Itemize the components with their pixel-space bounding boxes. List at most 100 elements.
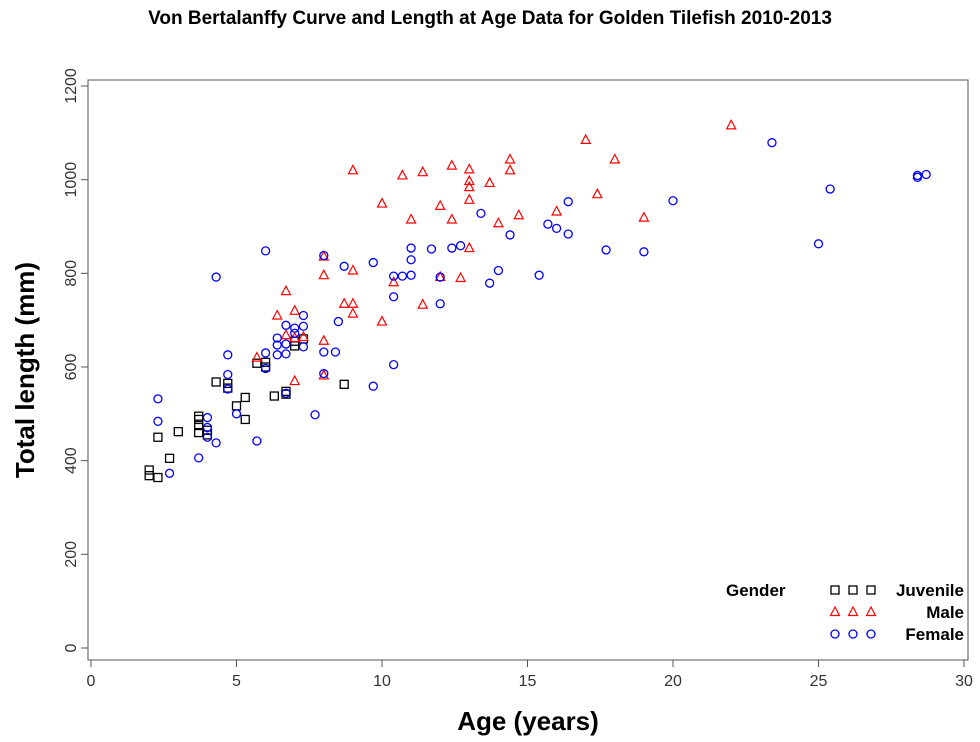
- point: [376, 315, 388, 326]
- legend-label: Male: [926, 603, 964, 622]
- point: [260, 246, 271, 256]
- point: [580, 133, 592, 144]
- point: [289, 304, 301, 315]
- point: [164, 453, 175, 463]
- point: [406, 243, 416, 253]
- legend-marker: [848, 585, 858, 595]
- point: [396, 169, 408, 180]
- point: [455, 271, 467, 283]
- point: [534, 270, 544, 280]
- point: [825, 184, 835, 194]
- point: [202, 412, 213, 423]
- point: [260, 348, 271, 358]
- point: [505, 230, 515, 240]
- y-axis-label: Total length (mm): [10, 262, 40, 478]
- point: [455, 241, 466, 251]
- point: [476, 208, 486, 219]
- x-tick-label: 5: [232, 673, 241, 690]
- point: [153, 394, 163, 404]
- point: [290, 323, 300, 333]
- y-tick-label: 800: [63, 260, 80, 287]
- point: [318, 268, 330, 280]
- legend-marker: [865, 605, 877, 617]
- point: [194, 420, 204, 431]
- point: [725, 119, 737, 130]
- point: [435, 299, 445, 309]
- x-tick-label: 15: [519, 673, 537, 690]
- point: [368, 257, 378, 268]
- point: [240, 392, 250, 403]
- point: [202, 432, 213, 442]
- point: [463, 241, 475, 253]
- point: [330, 347, 341, 357]
- y-tick-label: 1000: [63, 162, 80, 198]
- point: [551, 205, 563, 216]
- point: [194, 411, 204, 421]
- legend-marker: [847, 605, 859, 617]
- point: [639, 247, 649, 257]
- x-tick-label: 25: [810, 673, 828, 690]
- point: [211, 438, 221, 448]
- legend-marker: [829, 605, 841, 617]
- point: [260, 363, 271, 374]
- point: [211, 377, 221, 387]
- point: [251, 351, 263, 362]
- x-tick-label: 0: [87, 673, 96, 690]
- point: [223, 369, 233, 380]
- point: [223, 384, 233, 394]
- y-tick-label: 1200: [63, 68, 80, 104]
- chart-title: Von Bertalanffy Curve and Length at Age …: [148, 8, 832, 29]
- point: [298, 342, 309, 352]
- point: [173, 426, 183, 437]
- legend-marker: [848, 629, 858, 639]
- point: [153, 472, 163, 483]
- point: [813, 239, 824, 249]
- point: [446, 159, 458, 170]
- point: [252, 436, 262, 446]
- point: [347, 264, 359, 275]
- point: [368, 381, 378, 391]
- point: [153, 416, 163, 426]
- x-axis-label: Age (years): [457, 706, 599, 736]
- point: [318, 369, 330, 380]
- point: [280, 328, 292, 340]
- point: [211, 272, 221, 282]
- point: [426, 244, 437, 254]
- point: [194, 453, 204, 463]
- point: [144, 471, 154, 481]
- point: [310, 410, 320, 420]
- point: [492, 216, 504, 228]
- point: [297, 330, 309, 342]
- point: [484, 176, 496, 188]
- point: [563, 197, 573, 207]
- point: [318, 334, 330, 345]
- legend-title: Gender: [726, 581, 786, 600]
- point: [638, 211, 650, 222]
- point: [202, 422, 213, 433]
- x-tick-label: 20: [664, 673, 682, 690]
- point: [272, 333, 282, 343]
- y-tick-label: 200: [63, 541, 80, 568]
- plot-frame: [87, 79, 969, 661]
- point: [194, 427, 204, 438]
- legend-label: Female: [905, 625, 964, 644]
- point: [333, 316, 344, 327]
- point: [289, 374, 301, 386]
- point: [298, 321, 309, 331]
- point: [767, 138, 777, 148]
- point: [417, 165, 429, 177]
- point: [271, 309, 283, 320]
- point: [231, 401, 242, 411]
- point: [269, 391, 279, 401]
- point: [281, 320, 291, 330]
- point: [153, 432, 163, 442]
- point: [339, 261, 349, 271]
- point: [231, 409, 242, 419]
- point: [388, 271, 399, 281]
- point: [388, 292, 399, 302]
- legend-marker: [866, 585, 876, 595]
- point: [921, 169, 931, 180]
- point: [272, 340, 282, 350]
- point: [164, 468, 175, 478]
- point: [435, 272, 445, 282]
